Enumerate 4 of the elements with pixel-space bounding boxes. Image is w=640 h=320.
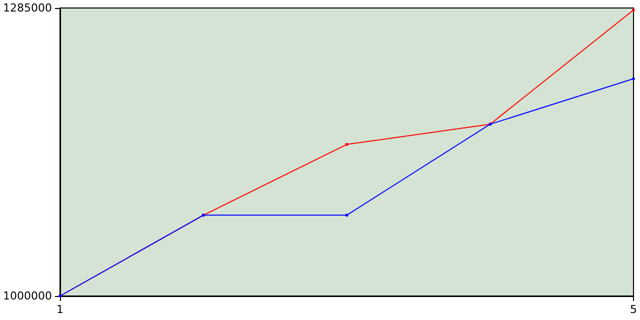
y-tick-label: 1000000: [2, 290, 52, 302]
x-tick-label: 5: [630, 303, 637, 316]
y-tick-label: 1285000: [2, 2, 52, 14]
x-tick-label: 1: [56, 303, 64, 316]
